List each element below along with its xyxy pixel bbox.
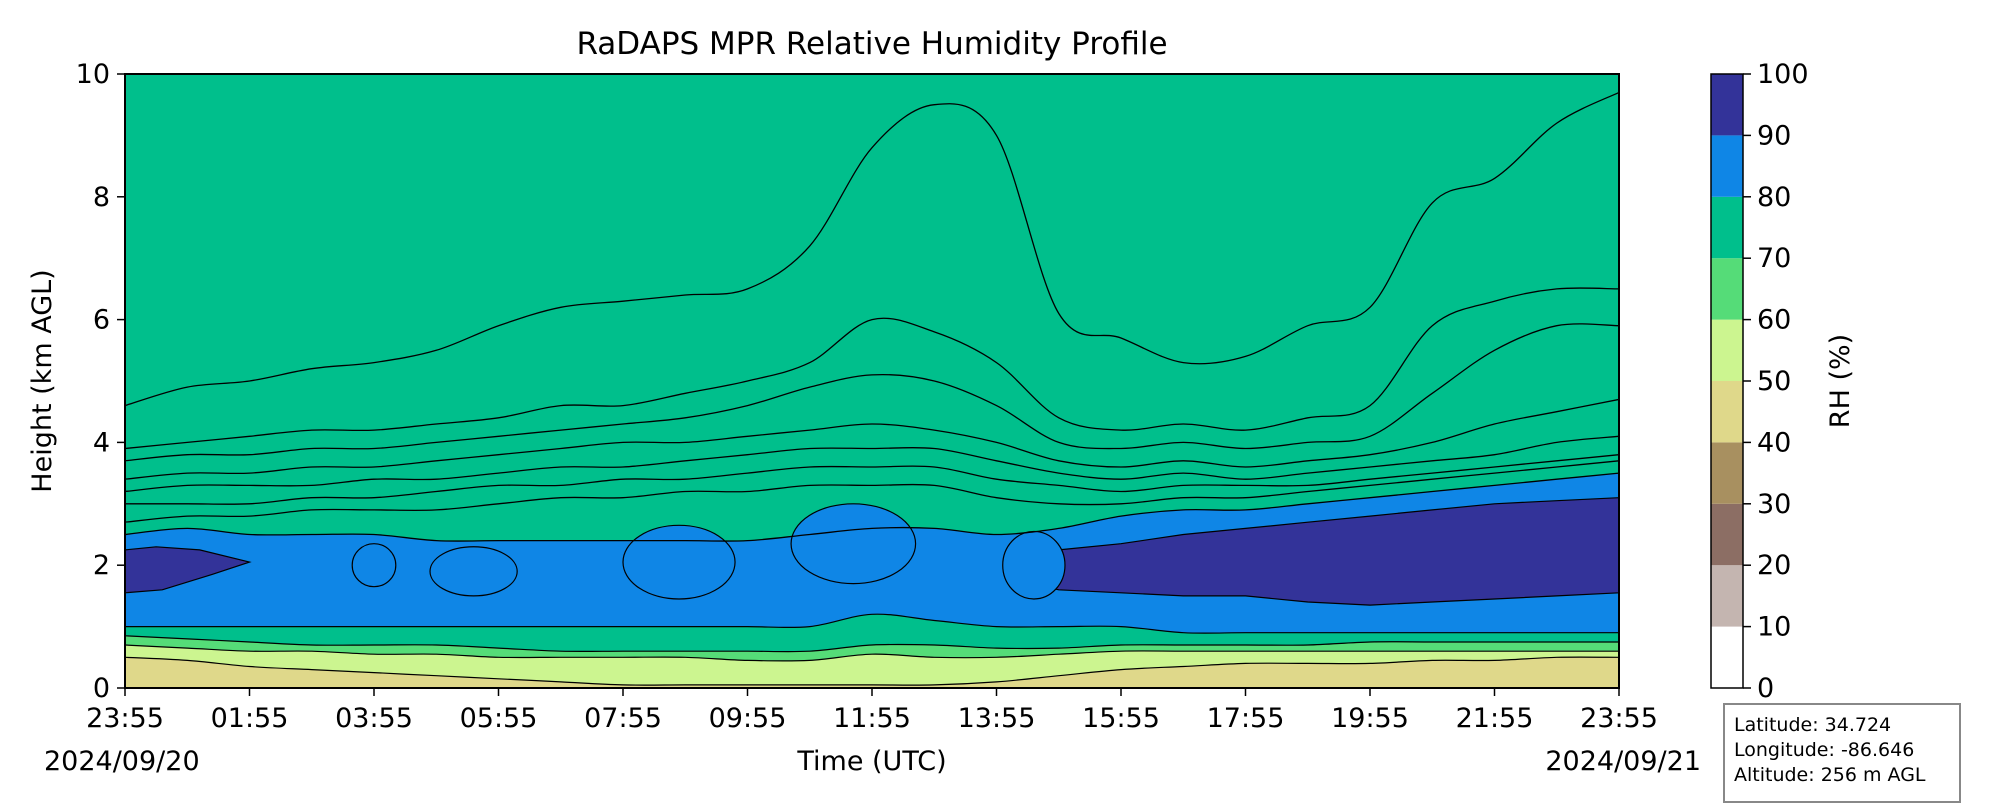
contour-line-40 (125, 398, 1619, 480)
colorbar-swatch (1711, 503, 1743, 566)
longitude-text: Longitude: -86.646 (1734, 739, 1915, 761)
colorbar-tick-label: 40 (1757, 427, 1791, 458)
date-end-label: 2024/09/21 (1545, 746, 1701, 777)
moist-cell-1 (429, 546, 518, 597)
colorbar-swatch (1711, 258, 1743, 320)
x-tick-label: 15:55 (1082, 703, 1160, 734)
colorbar-tick-label: 90 (1757, 120, 1791, 151)
colorbar-tick-label: 20 (1757, 550, 1791, 581)
moist-cell-2 (622, 524, 736, 600)
y-tick-label: 8 (93, 182, 110, 213)
moist-cell-4 (1002, 530, 1066, 600)
colorbar-swatch (1711, 135, 1743, 197)
plot-area (125, 74, 1619, 688)
colorbar: 0 10 20 30 40 50 60 70 80 90 100 (1710, 59, 1809, 704)
x-axis: 23:55 01:55 03:55 05:55 07:55 09:55 11:55 13:55… (86, 688, 1658, 734)
y-tick-label: 10 (76, 59, 110, 90)
contour-line-30 (125, 323, 1619, 462)
x-tick-label: 05:55 (460, 703, 538, 734)
x-tick-label: 13:55 (958, 703, 1036, 734)
colorbar-swatch (1711, 381, 1743, 443)
x-tick-label: 11:55 (833, 703, 911, 734)
date-start-label: 2024/09/20 (44, 746, 200, 777)
x-tick-label: 07:55 (584, 703, 662, 734)
latitude-text: Latitude: 34.724 (1734, 714, 1892, 736)
colorbar-tick-label: 10 (1757, 612, 1791, 643)
y-axis: 0 2 4 6 8 10 (76, 59, 125, 704)
y-tick-label: 0 (93, 673, 110, 704)
colorbar-tick-label: 100 (1757, 59, 1809, 90)
x-tick-label: 23:55 (86, 703, 164, 734)
saturated-core-afternoon (1014, 497, 1619, 606)
x-tick-label: 09:55 (709, 703, 787, 734)
low-contour-line-70 (125, 613, 1619, 634)
contour-lines (125, 91, 1619, 686)
moist-features (125, 497, 1619, 606)
contour-line-70 (125, 460, 1619, 523)
low-band-rh-below-40 (125, 657, 1619, 688)
x-tick-label: 23:55 (1580, 703, 1658, 734)
colorbar-swatch (1711, 196, 1743, 259)
low-contour-line-60 (125, 635, 1619, 653)
contour-bands (125, 74, 1619, 688)
x-tick-label: 01:55 (211, 703, 289, 734)
colorbar-swatch (1711, 442, 1743, 504)
contour-line-60 (125, 454, 1619, 505)
contour-line-50 (125, 435, 1619, 493)
colorbar-tick-label: 60 (1757, 305, 1791, 336)
contour-line-80 (125, 472, 1619, 542)
colorbar-swatch (1711, 626, 1743, 688)
x-tick-label: 21:55 (1456, 703, 1534, 734)
colorbar-swatch (1711, 74, 1743, 136)
station-info-box: Latitude: 34.724 Longitude: -86.646 Alti… (1723, 703, 1961, 803)
x-tick-label: 17:55 (1207, 703, 1285, 734)
colorbar-tick-label: 80 (1757, 182, 1791, 213)
colorbar-swatch (1711, 565, 1743, 627)
low-contour-line-50 (125, 644, 1619, 662)
colorbar-tick-label: 0 (1757, 673, 1774, 704)
colorbar-tick-label: 70 (1757, 243, 1791, 274)
x-axis-label: Time (UTC) (796, 746, 946, 777)
moist-cell-0 (351, 543, 397, 588)
x-tick-label: 19:55 (1331, 703, 1409, 734)
y-tick-label: 6 (93, 305, 110, 336)
saturated-blob-early (125, 546, 252, 594)
colorbar-label: RH (%) (1825, 334, 1856, 428)
y-axis-label: Height (km AGL) (27, 269, 58, 492)
colorbar-swatch (1711, 319, 1743, 381)
low-contour-line-40 (125, 656, 1619, 686)
y-tick-label: 2 (93, 550, 110, 581)
x-tick-label: 03:55 (335, 703, 413, 734)
altitude-text: Altitude: 256 m AGL (1734, 764, 1926, 786)
colorbar-tick-label: 50 (1757, 366, 1791, 397)
moist-cell-3 (790, 503, 917, 585)
colorbar-tick-label: 30 (1757, 489, 1791, 520)
band-rh-below-80 (125, 74, 1619, 542)
chart-title: RaDAPS MPR Relative Humidity Profile (576, 26, 1167, 62)
y-tick-label: 4 (93, 427, 110, 458)
contour-line-10 (125, 91, 1619, 407)
contour-line-20 (125, 287, 1619, 450)
